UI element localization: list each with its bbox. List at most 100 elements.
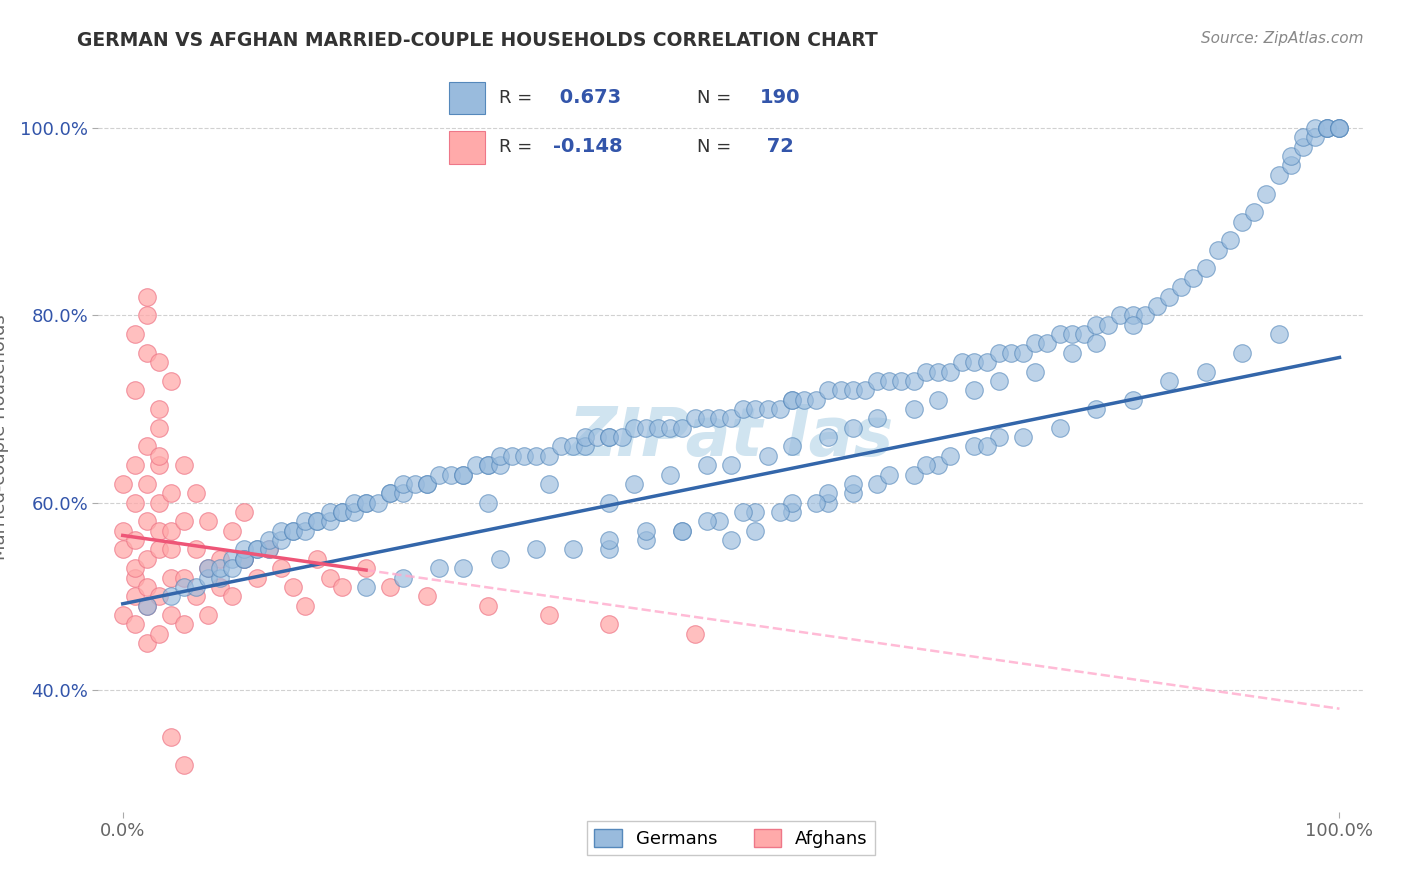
Text: 0.673: 0.673 <box>553 88 621 107</box>
Point <box>1230 345 1253 359</box>
Point <box>1073 326 1095 341</box>
Point <box>890 374 912 388</box>
Point <box>1060 345 1083 359</box>
Point <box>124 496 146 510</box>
Point <box>1279 149 1302 163</box>
Point <box>720 533 742 547</box>
Point <box>330 580 353 594</box>
Point <box>610 430 633 444</box>
Point <box>780 392 803 407</box>
Point <box>221 551 243 566</box>
Point <box>136 308 159 322</box>
Point <box>281 524 304 538</box>
Point <box>634 420 657 434</box>
Point <box>148 496 170 510</box>
Point <box>416 590 439 604</box>
Point <box>354 561 377 575</box>
Point <box>696 514 718 528</box>
Point <box>124 533 146 547</box>
Point <box>561 440 585 454</box>
Point <box>427 467 450 482</box>
Point <box>634 524 657 538</box>
Point <box>391 486 413 500</box>
Point <box>160 571 183 585</box>
Point <box>780 440 803 454</box>
Point <box>1085 336 1108 351</box>
Point <box>853 384 876 398</box>
Point <box>136 289 159 303</box>
Point <box>780 505 803 519</box>
Point <box>1316 120 1339 135</box>
Point <box>513 449 536 463</box>
Point <box>136 345 159 359</box>
Text: ZIPat las: ZIPat las <box>568 404 894 470</box>
Point <box>963 440 986 454</box>
Point <box>1000 345 1022 359</box>
Point <box>318 571 340 585</box>
Text: 72: 72 <box>759 137 793 156</box>
Point <box>270 524 292 538</box>
Point <box>124 384 146 398</box>
Point <box>233 551 256 566</box>
Point <box>354 580 377 594</box>
Point <box>793 392 815 407</box>
Point <box>197 561 219 575</box>
Point <box>307 514 329 528</box>
Text: Source: ZipAtlas.com: Source: ZipAtlas.com <box>1201 31 1364 46</box>
Point <box>197 561 219 575</box>
Point <box>111 476 134 491</box>
Point <box>927 365 949 379</box>
Point <box>1267 168 1289 182</box>
Point <box>696 411 718 425</box>
Point <box>939 365 962 379</box>
Point <box>1170 280 1192 294</box>
Point <box>197 514 219 528</box>
Point <box>330 505 353 519</box>
Point <box>209 571 232 585</box>
Point <box>197 608 219 623</box>
Point <box>598 430 620 444</box>
Point <box>842 476 865 491</box>
Point <box>209 580 232 594</box>
Point <box>744 524 766 538</box>
Point <box>148 590 170 604</box>
Point <box>209 561 232 575</box>
Point <box>416 476 439 491</box>
Point <box>537 476 560 491</box>
Point <box>903 374 925 388</box>
Point <box>1012 430 1035 444</box>
Point <box>307 551 329 566</box>
Point <box>391 571 413 585</box>
Point <box>733 402 755 417</box>
FancyBboxPatch shape <box>450 82 485 114</box>
Point <box>939 449 962 463</box>
Point <box>246 571 269 585</box>
Y-axis label: Married-couple Households: Married-couple Households <box>0 314 8 560</box>
Point <box>380 486 402 500</box>
Point <box>160 374 183 388</box>
Text: N =: N = <box>697 88 737 106</box>
Point <box>489 551 512 566</box>
Text: GERMAN VS AFGHAN MARRIED-COUPLE HOUSEHOLDS CORRELATION CHART: GERMAN VS AFGHAN MARRIED-COUPLE HOUSEHOL… <box>77 31 879 50</box>
Point <box>221 524 243 538</box>
Point <box>707 411 730 425</box>
Point <box>343 505 366 519</box>
Point <box>842 384 865 398</box>
Point <box>598 496 620 510</box>
Point <box>148 458 170 473</box>
Point <box>221 561 243 575</box>
Point <box>683 626 706 640</box>
Point <box>1243 205 1265 219</box>
Point <box>561 542 585 557</box>
Text: R =: R = <box>499 137 538 156</box>
Point <box>1146 299 1168 313</box>
Point <box>354 496 377 510</box>
Point <box>1085 402 1108 417</box>
Point <box>976 355 998 369</box>
Point <box>1206 243 1229 257</box>
Point <box>877 467 900 482</box>
Point <box>173 758 195 772</box>
Point <box>148 420 170 434</box>
Point <box>1122 318 1144 332</box>
Point <box>1182 271 1205 285</box>
